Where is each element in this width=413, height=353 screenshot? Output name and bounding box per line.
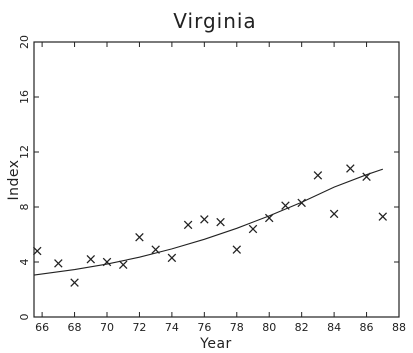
x-tick-label: 66	[35, 321, 49, 334]
x-tick-label: 78	[230, 321, 244, 334]
x-tick-label: 82	[295, 321, 309, 334]
data-point	[32, 246, 42, 256]
data-point	[216, 217, 225, 227]
x-tick-label: 70	[100, 321, 114, 334]
data-point	[329, 209, 339, 219]
data-point	[54, 259, 63, 268]
data-point	[86, 254, 96, 264]
chart-title: Virginia	[173, 9, 256, 33]
data-point	[313, 171, 323, 180]
data-point	[200, 215, 209, 224]
x-tick-label: 84	[327, 321, 341, 334]
data-point	[135, 232, 144, 242]
x-tick-label: 86	[360, 321, 374, 334]
plot-frame	[33, 41, 400, 318]
y-tick-label: 8	[18, 204, 31, 211]
x-tick-label: 76	[197, 321, 211, 334]
data-point	[297, 198, 306, 208]
data-point	[378, 212, 388, 221]
data-point	[264, 213, 274, 223]
data-point	[248, 224, 258, 234]
data-point	[70, 278, 79, 287]
data-point	[232, 245, 242, 254]
x-tick-label: 80	[262, 321, 276, 334]
y-axis-label: Index	[6, 159, 22, 200]
data-point	[167, 253, 177, 263]
x-tick-label: 74	[165, 321, 179, 334]
data-points	[32, 164, 388, 287]
x-tick-label: 88	[392, 321, 406, 334]
tick-labels: 66 68 70 72 74 76 78 80 82 84 86 88 0 4 8 12 16 20	[18, 35, 406, 334]
x-axis-label: Year	[199, 336, 232, 352]
y-tick-label: 0	[18, 314, 31, 321]
data-point	[151, 245, 160, 254]
fit-curve	[33, 168, 383, 276]
y-tick-label: 20	[18, 35, 31, 49]
y-tick-label: 16	[18, 90, 31, 104]
data-point	[183, 220, 193, 230]
data-point	[102, 257, 112, 267]
axis-ticks	[34, 41, 400, 318]
data-point	[346, 164, 355, 173]
data-point	[281, 201, 290, 210]
x-tick-label: 72	[132, 321, 146, 334]
data-point	[362, 172, 371, 182]
x-tick-label: 68	[68, 321, 82, 334]
y-tick-label: 4	[18, 259, 31, 266]
data-point	[118, 260, 128, 270]
y-tick-label: 12	[18, 145, 31, 159]
